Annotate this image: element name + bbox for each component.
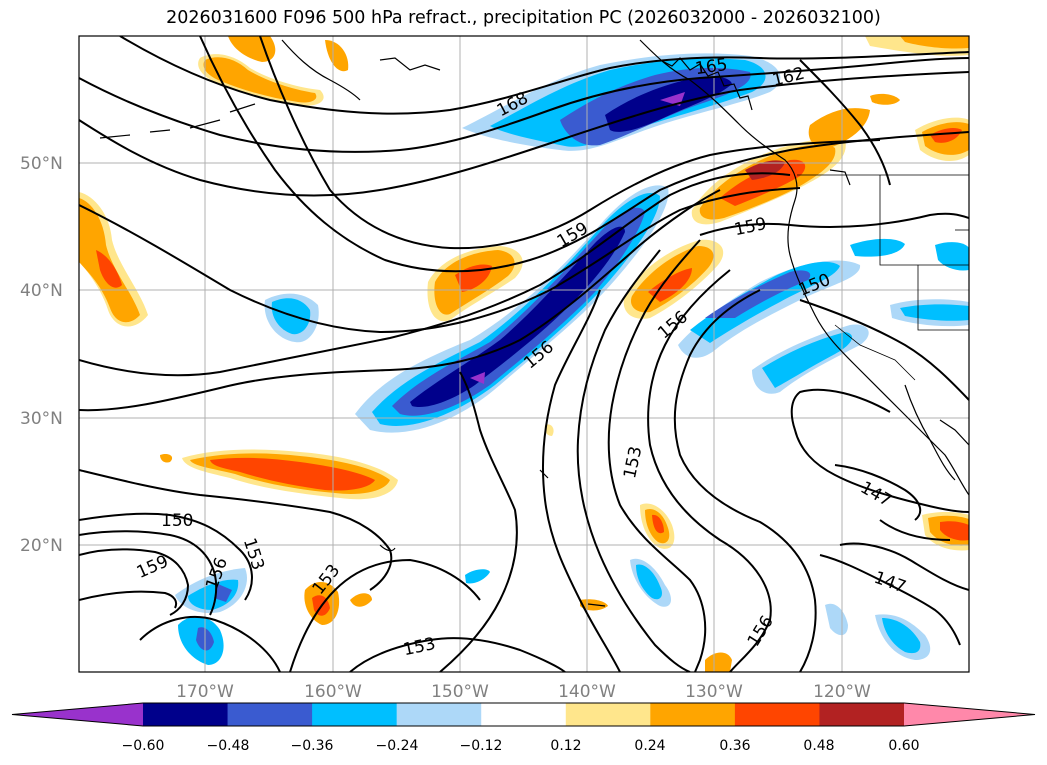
lat-label-40n: 40°N <box>20 281 63 301</box>
positive-anomaly-patches <box>79 36 969 672</box>
borders <box>797 174 969 381</box>
colorbar-swatch <box>565 703 651 726</box>
latitude-labels: 50°N 40°N 30°N 20°N <box>20 154 63 556</box>
colorbar-tick-label: 0.24 <box>634 738 665 754</box>
lon-label-130w: 130°W <box>685 682 743 702</box>
colorbar-swatch <box>12 703 143 726</box>
colorbar-swatch <box>819 703 905 726</box>
longitude-labels: 170°W 160°W 150°W 140°W 130°W 120°W <box>176 682 871 702</box>
map-title: 2026031600 F096 500 hPa refract., precip… <box>166 8 881 28</box>
coastlines <box>99 39 969 607</box>
contour-label: 165 <box>694 55 729 79</box>
graticule <box>79 36 969 672</box>
colorbar-tick-label: 0.60 <box>888 738 919 754</box>
colorbar-tick-label: 0.12 <box>550 738 581 754</box>
colorbar-tick-labels: −0.60 −0.48 −0.36 −0.24 −0.12 0.12 0.24 … <box>122 738 920 754</box>
colorbar-tick-label: −0.60 <box>122 738 165 754</box>
negative-anomaly-patches-west <box>175 293 931 665</box>
colorbar-swatch <box>312 703 398 726</box>
lon-label-150w: 150°W <box>431 682 489 702</box>
colorbar-swatch <box>904 703 1035 726</box>
colorbar-swatch <box>227 703 313 726</box>
colorbar-tick-label: 0.48 <box>803 738 834 754</box>
lon-label-140w: 140°W <box>558 682 616 702</box>
contour-label: 150 <box>161 511 193 531</box>
colorbar-tick-label: −0.36 <box>291 738 334 754</box>
map-frame <box>78 35 970 673</box>
lon-label-120w: 120°W <box>813 682 871 702</box>
colorbar-outline <box>11 702 1036 727</box>
lat-label-50n: 50°N <box>20 154 63 174</box>
colorbar-swatch <box>481 703 567 726</box>
lon-label-160w: 160°W <box>304 682 362 702</box>
refractivity-contours <box>79 36 969 672</box>
lat-label-20n: 20°N <box>20 536 63 556</box>
map-area: 168 165 162 159 159 156 156 153 150 150 … <box>79 36 969 672</box>
negative-anomaly-band-east <box>678 238 969 394</box>
colorbar-swatch <box>734 703 820 726</box>
colorbar-swatch <box>143 703 229 726</box>
colorbar-tick-label: −0.12 <box>460 738 503 754</box>
colorbar-tick-label: −0.48 <box>207 738 250 754</box>
lat-label-30n: 30°N <box>20 409 63 429</box>
colorbar-swatches <box>11 702 1036 727</box>
colorbar-swatch <box>396 703 482 726</box>
negative-anomaly-band-central <box>355 185 669 433</box>
colorbar-tick-label: −0.24 <box>376 738 419 754</box>
colorbar-swatch <box>650 703 736 726</box>
lon-label-170w: 170°W <box>176 682 234 702</box>
colorbar-tick-label: 0.36 <box>719 738 750 754</box>
colorbar: −0.60 −0.48 −0.36 −0.24 −0.12 0.12 0.24 … <box>11 702 1036 754</box>
